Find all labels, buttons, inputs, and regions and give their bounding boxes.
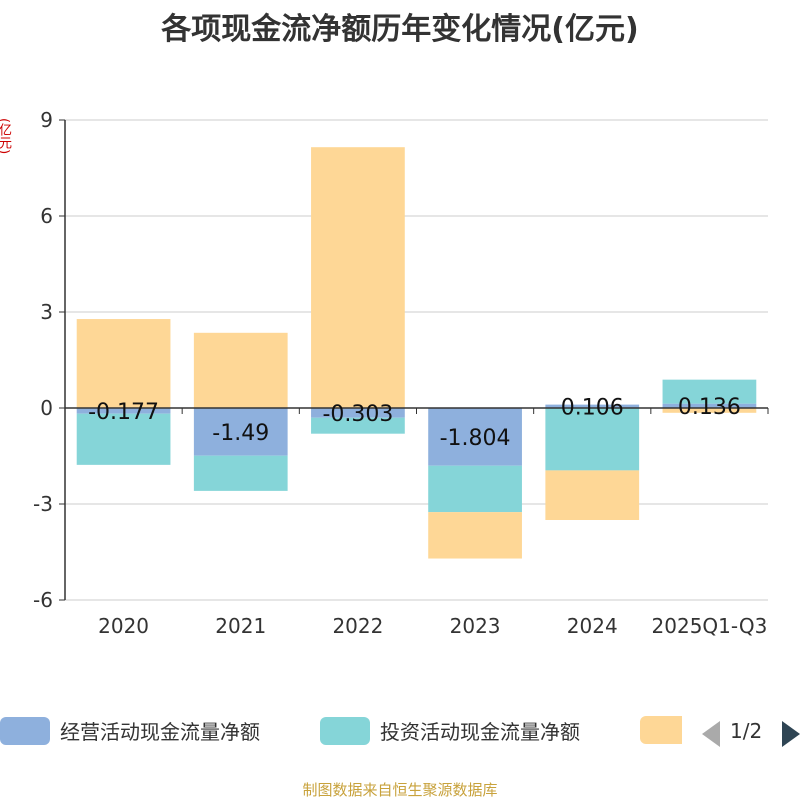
bar-investing-2022[interactable] — [311, 417, 405, 434]
legend-page-indicator: 1/2 — [730, 719, 763, 743]
data-label-2021: -1.49 — [212, 421, 269, 446]
bar-operating-2023[interactable] — [428, 408, 522, 466]
legend-swatch-financing — [640, 716, 682, 744]
bar-investing-2024[interactable] — [545, 408, 640, 471]
bar-financing-2024[interactable] — [545, 470, 640, 520]
y-tick-label: 0 — [40, 396, 53, 420]
bar-operating-2020[interactable] — [76, 408, 171, 414]
x-tick-label-2024: 2024 — [567, 614, 618, 638]
bar-investing-2021[interactable] — [193, 455, 288, 491]
data-label-2024: 0.106 — [561, 395, 624, 420]
bar-financing-2025Q1-Q3[interactable] — [662, 408, 757, 413]
x-tick-label-2020: 2020 — [98, 614, 149, 638]
bar-operating-2025Q1-Q3[interactable] — [662, 403, 757, 408]
bar-investing-2025Q1-Q3[interactable] — [662, 379, 757, 404]
data-label-2020: -0.177 — [88, 400, 159, 425]
data-label-2025Q1-Q3: 0.136 — [678, 395, 741, 420]
x-tick-label-2025Q1-Q3: 2025Q1-Q3 — [652, 614, 768, 638]
legend-prev-page-icon[interactable] — [702, 721, 720, 747]
y-tick-label: 9 — [40, 108, 53, 132]
legend-next-page-icon[interactable] — [782, 721, 800, 747]
legend-swatch-investing — [320, 716, 370, 745]
y-tick-label: -3 — [33, 492, 53, 516]
data-label-2023: -1.804 — [440, 426, 511, 451]
y-tick-label: 3 — [40, 300, 53, 324]
x-tick-label-2023: 2023 — [450, 614, 501, 638]
source-note: 制图数据来自恒生聚源数据库 — [302, 781, 498, 799]
legend: 经营活动现金流量净额 投资活动现金流量净额 1/2 — [0, 716, 800, 752]
legend-item-operating[interactable]: 经营活动现金流量净额 — [0, 716, 260, 745]
bar-investing-2023[interactable] — [428, 465, 522, 513]
bar-financing-2022[interactable] — [311, 147, 405, 408]
chart-title: 各项现金流净额历年变化情况(亿元) — [161, 12, 639, 47]
legend-label-operating: 经营活动现金流量净额 — [60, 720, 260, 744]
chart-plot: 9 6 3 0 -3 -6 2020 2021 2022 2023 2024 2025Q1-Q3 -0… — [33, 108, 769, 638]
legend-item-investing[interactable]: 投资活动现金流量净额 — [320, 716, 580, 745]
legend-item-financing[interactable] — [640, 716, 682, 744]
y-tick-label: -6 — [33, 588, 53, 612]
bar-financing-2023[interactable] — [428, 512, 522, 559]
y-axis-unit-label: (亿元) — [0, 118, 11, 155]
bar-operating-2021[interactable] — [193, 408, 288, 456]
bar-financing-2021[interactable] — [193, 332, 288, 408]
legend-label-investing: 投资活动现金流量净额 — [380, 720, 580, 744]
legend-swatch-operating — [0, 716, 50, 745]
bar-operating-2022[interactable] — [311, 408, 405, 418]
x-tick-label-2021: 2021 — [215, 614, 266, 638]
y-tick-label: 6 — [40, 204, 53, 228]
bar-operating-2024[interactable] — [545, 404, 640, 408]
x-tick-label-2022: 2022 — [332, 614, 383, 638]
bar-financing-2020[interactable] — [76, 319, 171, 408]
bar-investing-2020[interactable] — [76, 413, 171, 465]
data-label-2022: -0.303 — [322, 402, 393, 427]
